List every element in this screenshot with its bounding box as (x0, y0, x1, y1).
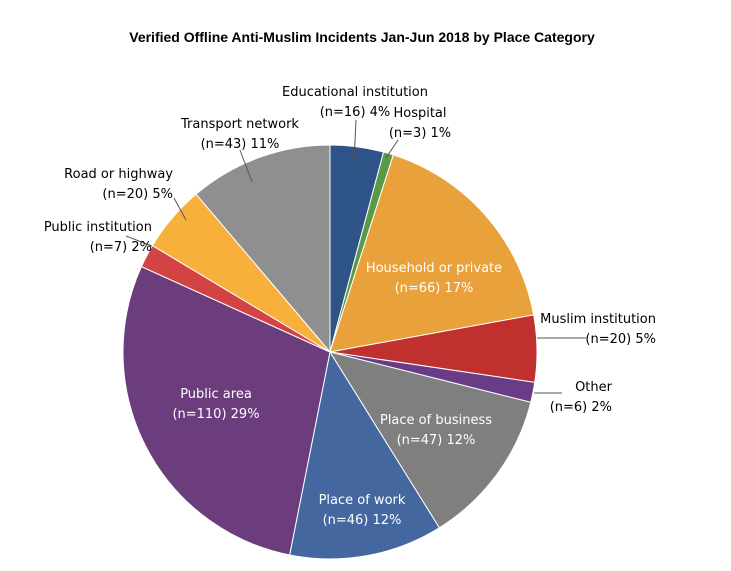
slice-value-label: (n=110) 29% (172, 407, 259, 422)
slice-value-label: (n=3) 1% (389, 126, 451, 141)
pie-slice-place-of-business (328, 351, 532, 529)
slice-label: Place of business (380, 413, 492, 428)
leader-line (353, 119, 357, 163)
chart-title: Verified Offline Anti-Muslim Incidents J… (129, 29, 595, 45)
pie-slice-public-area (122, 265, 331, 556)
slice-label: Educational institution (282, 85, 428, 100)
slice-value-label: (n=20) 5% (102, 187, 173, 202)
leader-line (125, 235, 153, 247)
slice-value-label: (n=20) 5% (585, 332, 656, 347)
pie-slice-household-or-private (329, 154, 535, 353)
slice-labels: Educational institution (n=16) 4% Hospital… (44, 85, 656, 528)
pie-slice-place-of-work (289, 350, 440, 560)
leader-line (173, 197, 187, 221)
slice-value-label: (n=16) 4% (320, 105, 391, 120)
slice-label: Muslim institution (540, 312, 656, 327)
slice-label: Transport network (180, 117, 299, 132)
pie-slices (122, 144, 538, 560)
pie-slice-transport-network (195, 144, 331, 354)
slice-label: Household or private (366, 261, 502, 276)
slice-value-label: (n=6) 2% (550, 400, 612, 415)
slice-label: Public institution (44, 220, 152, 235)
slice-value-label: (n=7) 2% (90, 240, 152, 255)
slice-label: Place of work (319, 493, 406, 508)
slice-value-label: (n=46) 12% (323, 513, 402, 528)
leader-line (239, 149, 253, 183)
leader-line (385, 139, 399, 159)
slice-label: Road or highway (64, 167, 173, 182)
slice-label: Hospital (393, 106, 446, 121)
leader-lines (125, 119, 586, 394)
slice-label: Other (575, 380, 613, 395)
slice-value-label: (n=66) 17% (395, 281, 474, 296)
slice-value-label: (n=43) 11% (201, 137, 280, 152)
slice-value-label: (n=47) 12% (397, 433, 476, 448)
slice-label: Public area (180, 387, 252, 402)
